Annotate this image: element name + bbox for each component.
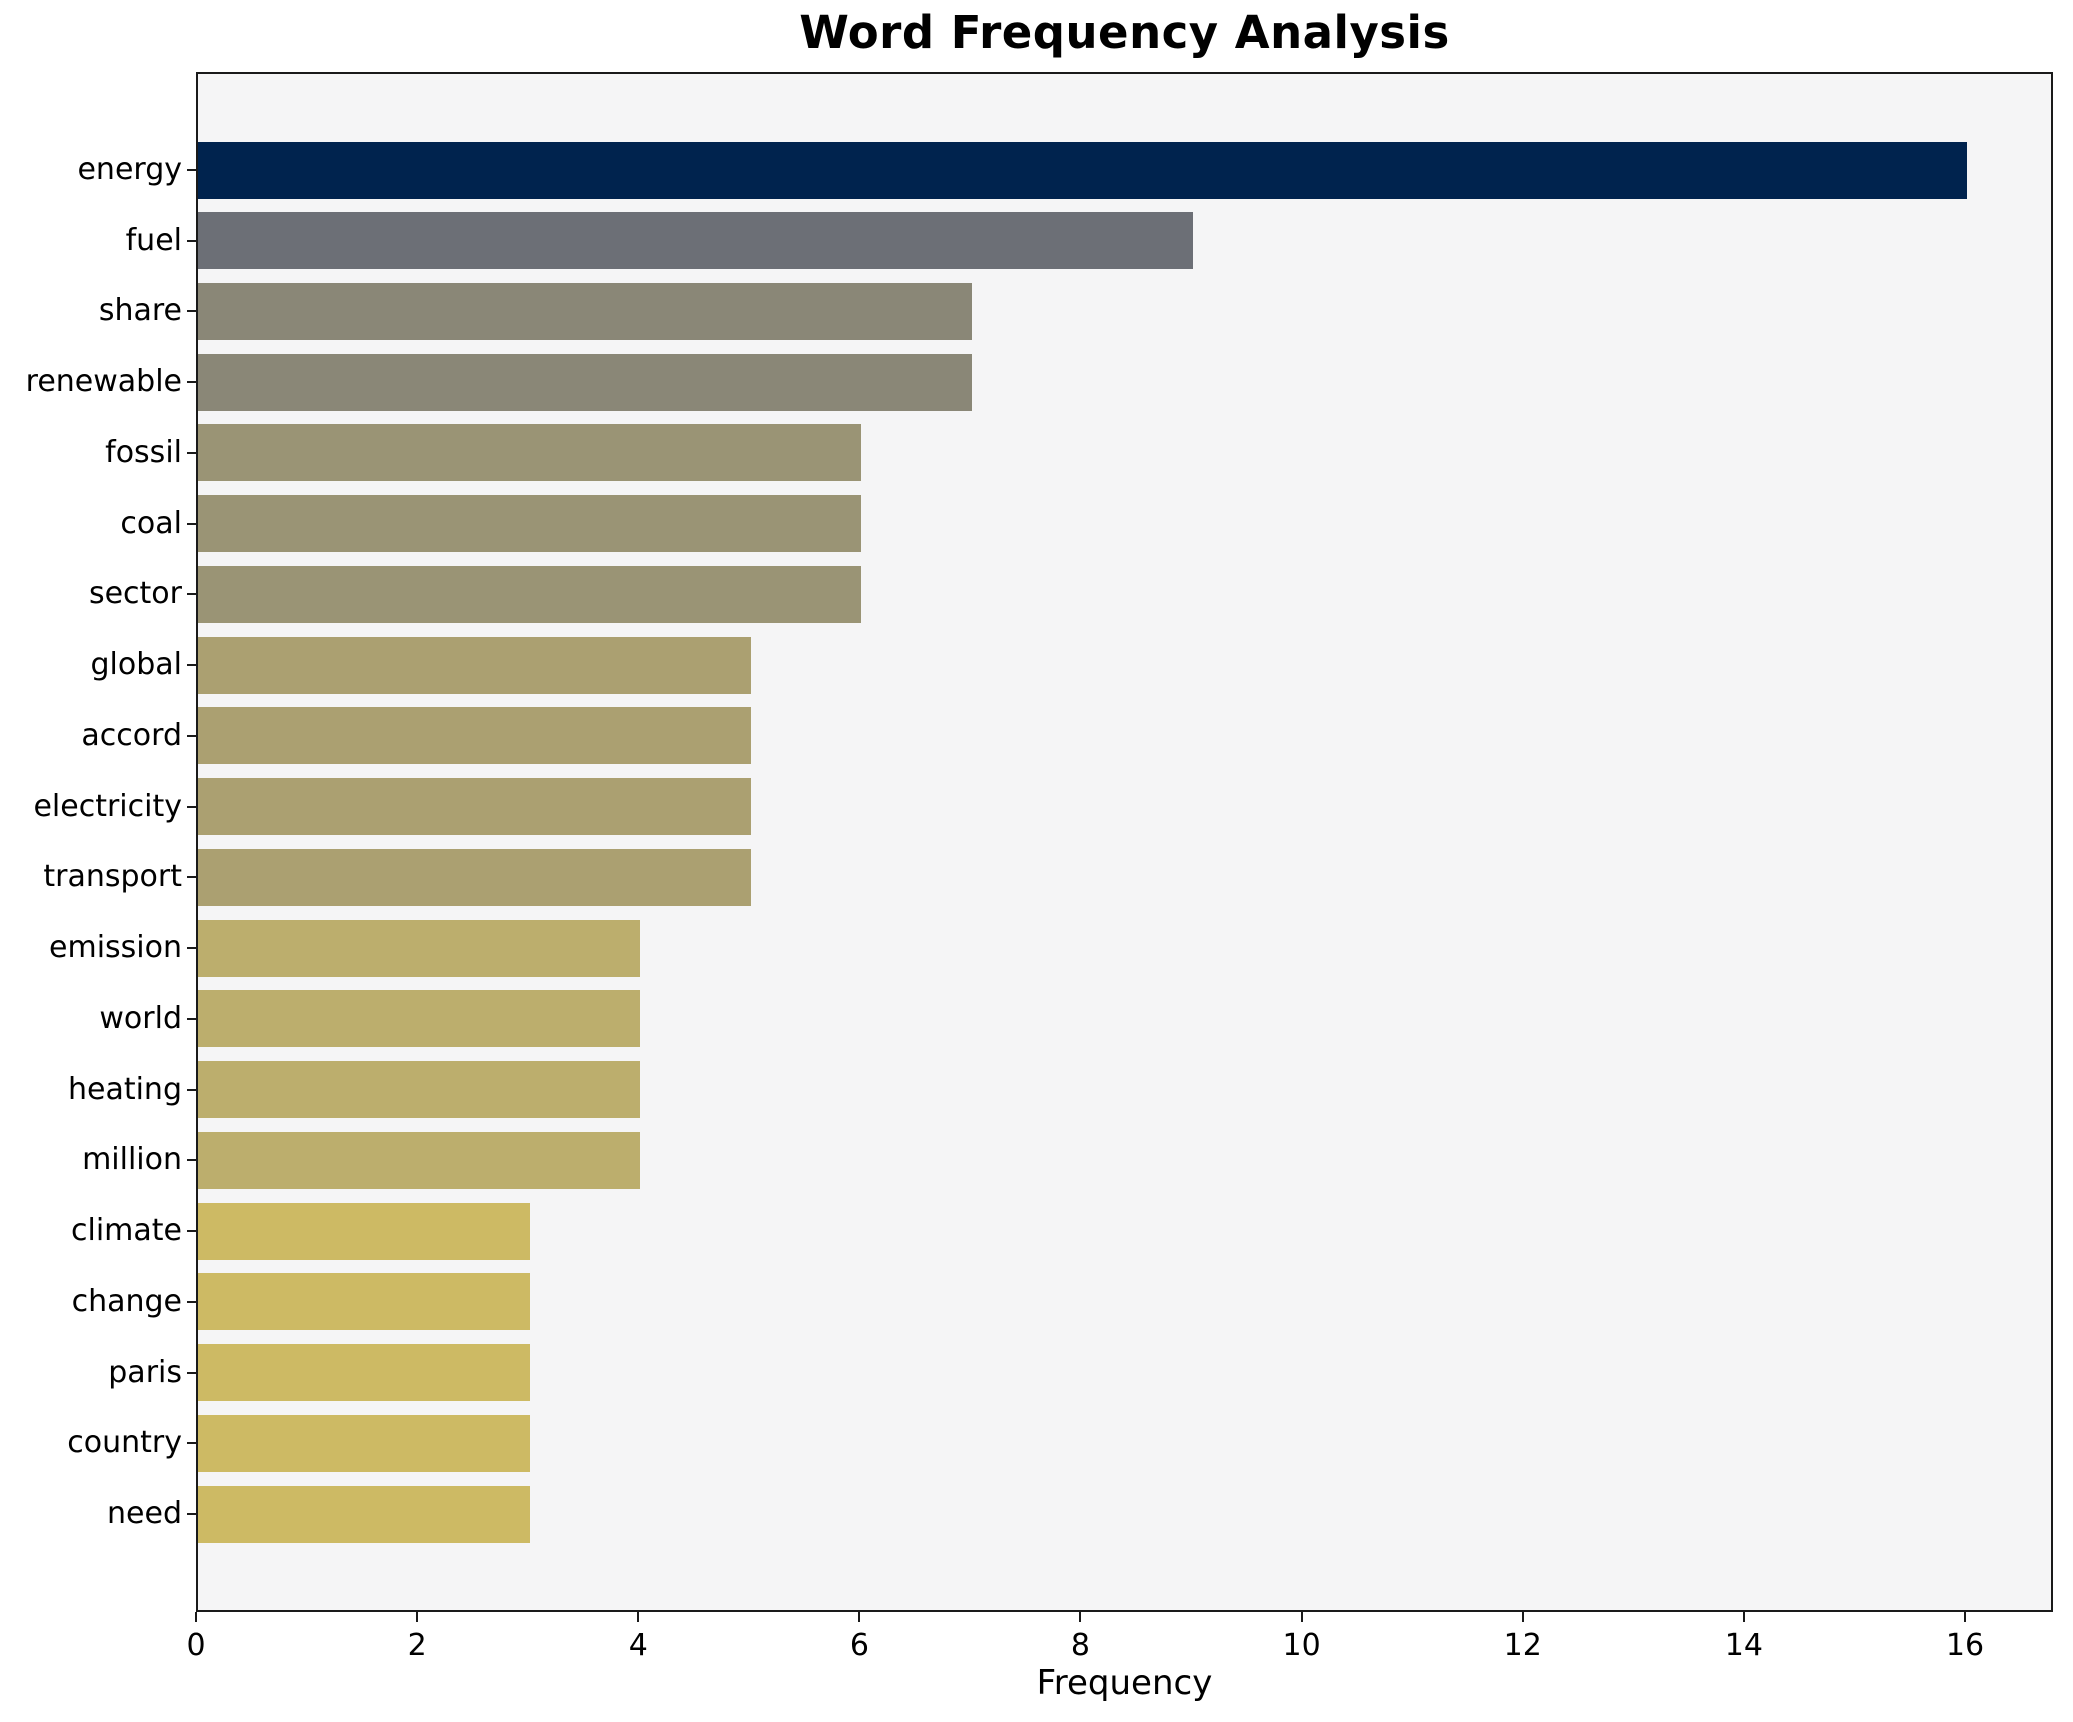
y-tick-climate: [187, 1230, 196, 1233]
y-tick-world: [187, 1017, 196, 1020]
y-tick-share: [187, 310, 196, 313]
y-tick-electricity: [187, 805, 196, 808]
chart-title: Word Frequency Analysis: [799, 6, 1450, 59]
x-tick-16: [1963, 1612, 1966, 1622]
bar-change: [198, 1273, 530, 1331]
y-tick-label-sector: sector: [88, 576, 182, 612]
x-tick-label-14: 14: [1724, 1628, 1763, 1663]
y-tick-fossil: [187, 451, 196, 454]
x-tick-0: [195, 1612, 197, 1622]
bar-energy: [198, 141, 1967, 199]
y-tick-label-energy: energy: [77, 152, 182, 187]
y-tick-global: [187, 664, 196, 667]
y-tick-renewable: [187, 381, 196, 384]
bar-coal: [198, 495, 862, 553]
bar-climate: [198, 1202, 530, 1260]
y-tick-label-heating: heating: [67, 1071, 182, 1107]
y-tick-paris: [187, 1371, 196, 1374]
bar-fuel: [198, 212, 1194, 270]
y-tick-fuel: [187, 239, 196, 242]
bar-country: [198, 1414, 530, 1472]
y-tick-label-global: global: [90, 647, 183, 683]
bar-sector: [198, 565, 862, 623]
x-tick-label-12: 12: [1503, 1628, 1542, 1663]
y-tick-label-accord: accord: [81, 717, 182, 753]
bar-emission: [198, 919, 641, 977]
bar-transport: [198, 848, 751, 906]
y-tick-label-need: need: [107, 1496, 182, 1532]
y-tick-label-climate: climate: [71, 1213, 182, 1249]
plot-area: [196, 72, 2053, 1612]
x-tick-label-4: 4: [628, 1628, 648, 1663]
bar-million: [198, 1131, 641, 1189]
x-axis-label: Frequency: [1036, 1663, 1213, 1703]
y-tick-accord: [187, 734, 196, 737]
y-tick-label-country: country: [67, 1425, 182, 1461]
x-tick-14: [1742, 1612, 1745, 1622]
x-tick-4: [637, 1612, 640, 1622]
bar-fossil: [198, 424, 862, 482]
bar-paris: [198, 1344, 530, 1402]
y-tick-label-electricity: electricity: [33, 788, 182, 824]
x-tick-label-0: 0: [186, 1628, 206, 1663]
y-tick-label-world: world: [99, 1000, 182, 1036]
bar-electricity: [198, 778, 751, 836]
bar-world: [198, 990, 641, 1048]
bar-renewable: [198, 353, 972, 411]
bar-accord: [198, 707, 751, 765]
bar-global: [198, 636, 751, 694]
y-tick-label-emission: emission: [49, 930, 182, 966]
x-tick-8: [1079, 1612, 1082, 1622]
x-tick-label-6: 6: [849, 1628, 869, 1663]
y-tick-million: [187, 1159, 196, 1162]
y-tick-transport: [187, 876, 196, 879]
y-tick-label-renewable: renewable: [25, 364, 182, 400]
y-tick-label-transport: transport: [43, 859, 182, 895]
y-tick-emission: [187, 947, 196, 950]
y-tick-label-fuel: fuel: [125, 222, 182, 258]
y-tick-country: [187, 1442, 196, 1445]
y-tick-heating: [187, 1088, 196, 1091]
y-tick-change: [187, 1300, 196, 1303]
y-tick-label-coal: coal: [120, 505, 182, 541]
y-tick-need: [187, 1513, 196, 1516]
y-tick-label-change: change: [71, 1283, 182, 1319]
x-tick-label-16: 16: [1945, 1628, 1985, 1663]
x-tick-6: [858, 1612, 861, 1622]
x-tick-2: [416, 1612, 419, 1622]
x-tick-label-10: 10: [1282, 1628, 1321, 1663]
bar-need: [198, 1485, 530, 1543]
x-tick-10: [1300, 1612, 1303, 1622]
x-tick-label-8: 8: [1070, 1628, 1091, 1663]
y-tick-sector: [187, 593, 196, 596]
x-tick-label-2: 2: [407, 1628, 427, 1663]
y-tick-coal: [187, 522, 196, 525]
y-tick-label-fossil: fossil: [105, 434, 182, 470]
y-tick-label-million: million: [82, 1142, 182, 1178]
bar-heating: [198, 1061, 641, 1119]
y-tick-label-share: share: [98, 293, 182, 329]
y-tick-energy: [187, 169, 196, 171]
x-tick-12: [1521, 1612, 1524, 1622]
y-tick-label-paris: paris: [108, 1354, 182, 1390]
bar-share: [198, 282, 972, 340]
